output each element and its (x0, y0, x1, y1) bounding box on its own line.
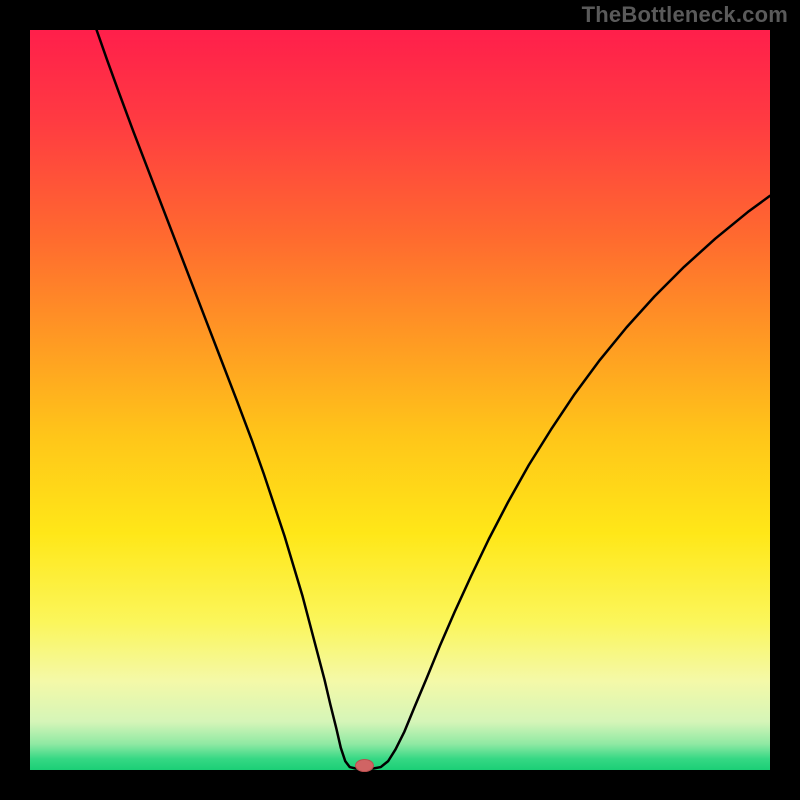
chart-gradient-background (30, 30, 770, 770)
bottleneck-chart (0, 0, 800, 800)
optimal-point-marker (355, 760, 373, 772)
watermark-text: TheBottleneck.com (582, 2, 788, 28)
